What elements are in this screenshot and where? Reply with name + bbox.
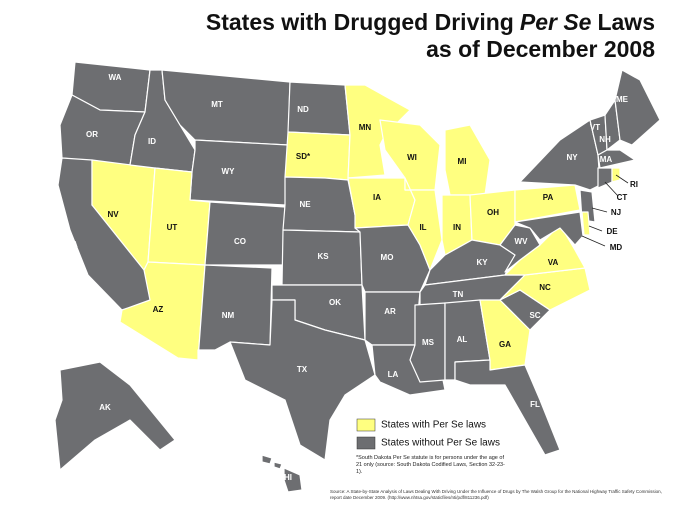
state-label: WA — [109, 73, 122, 82]
state-shape — [54, 361, 176, 471]
state-label: NE — [299, 200, 311, 209]
state-label: IL — [419, 223, 426, 232]
state-shape — [581, 211, 591, 236]
state-label: VT — [590, 123, 600, 132]
state-label: TX — [297, 365, 308, 374]
state-label: MD — [610, 243, 623, 252]
state-label: NV — [107, 210, 119, 219]
state-shape — [614, 69, 661, 146]
state-label: OH — [487, 208, 499, 217]
state-label: KS — [317, 252, 329, 261]
legend-label: States with Per Se laws — [381, 420, 486, 431]
state-label: UT — [167, 223, 178, 232]
state-label: WV — [515, 237, 529, 246]
state-label: MO — [381, 253, 394, 262]
state-label: SC — [529, 311, 540, 320]
state-shape — [499, 224, 541, 273]
legend-label: States without Per Se laws — [381, 438, 500, 449]
state-label: PA — [543, 193, 554, 202]
state-label: KY — [476, 258, 488, 267]
state-shape — [454, 359, 561, 456]
source: Source: A State-by-State Analysis of Law… — [330, 489, 662, 500]
title-line-2: as of December 2008 — [426, 36, 655, 62]
title-part: Per Se — [520, 9, 592, 35]
state-shape — [119, 261, 206, 361]
state-label: MN — [359, 123, 372, 132]
callout-line — [581, 235, 606, 247]
callout-line — [591, 207, 608, 213]
state-label: ME — [616, 95, 629, 104]
state-label: AR — [384, 307, 396, 316]
state-label: MT — [211, 100, 223, 109]
state-label: NH — [599, 135, 611, 144]
state-shape — [273, 461, 283, 470]
footnote: *South Dakota Per Se statute is for pers… — [356, 455, 505, 475]
state-label: OR — [86, 130, 98, 139]
state-label: RI — [630, 180, 638, 189]
state-labels: WA OR CA NV ID MT WY UT CO AZ NM ND SD* NE KS OK TX MN IA M… — [66, 73, 638, 482]
legend-swatch — [356, 436, 376, 450]
state-shape — [283, 467, 303, 493]
footnote-box: *South Dakota Per Se statute is for pers… — [356, 455, 505, 475]
state-label: DE — [606, 227, 618, 236]
state-label: WY — [222, 167, 236, 176]
callout-line — [615, 174, 629, 184]
state-label: AZ — [153, 305, 164, 314]
state-label: CO — [234, 237, 246, 246]
state-label: LA — [388, 370, 399, 379]
state-label: HI — [284, 473, 292, 482]
state-label: SD* — [296, 152, 311, 161]
state-label: GA — [499, 340, 511, 349]
state-label: CT — [617, 193, 628, 202]
source-box: Source: A State-by-State Analysis of Law… — [330, 489, 662, 500]
state-shape — [284, 131, 351, 181]
state-label: FL — [530, 400, 540, 409]
state-label: OK — [329, 298, 341, 307]
state-label: WI — [407, 153, 417, 162]
states — [54, 61, 661, 493]
callout-line — [588, 225, 603, 232]
state-label: IN — [453, 223, 461, 232]
state-label: MA — [600, 155, 613, 164]
state-label: NC — [539, 283, 551, 292]
state-label: MI — [458, 157, 467, 166]
state-shape — [404, 177, 443, 271]
state-label: TN — [453, 290, 464, 299]
state-shape — [514, 184, 581, 223]
state-shape — [189, 139, 289, 206]
state-label: VA — [548, 258, 559, 267]
state-shape — [364, 291, 421, 346]
state-shape — [204, 201, 286, 266]
state-label: ND — [297, 105, 309, 114]
state-label: NJ — [611, 208, 621, 217]
state-label: MS — [422, 338, 435, 347]
state-label: AK — [99, 403, 111, 412]
callout-line — [604, 181, 619, 197]
state-shape — [344, 84, 411, 179]
state-label: NM — [222, 311, 235, 320]
title-line-1: States with Drugged Driving Per Se Laws — [206, 9, 655, 35]
legend-swatch — [356, 418, 376, 432]
state-label: AL — [457, 335, 468, 344]
state-shape — [229, 299, 376, 461]
state-label: IA — [373, 193, 381, 202]
state-shape — [597, 149, 636, 169]
state-shape — [197, 264, 273, 361]
state-label: CA — [66, 240, 78, 249]
title-part: Laws — [597, 9, 655, 35]
state-shape — [261, 454, 273, 465]
state-label: NY — [566, 153, 578, 162]
title-part: States with Drugged Driving — [206, 9, 514, 35]
state-label: ID — [148, 137, 156, 146]
state-shape — [514, 211, 584, 246]
callouts — [581, 174, 629, 247]
state-shape — [282, 176, 361, 233]
